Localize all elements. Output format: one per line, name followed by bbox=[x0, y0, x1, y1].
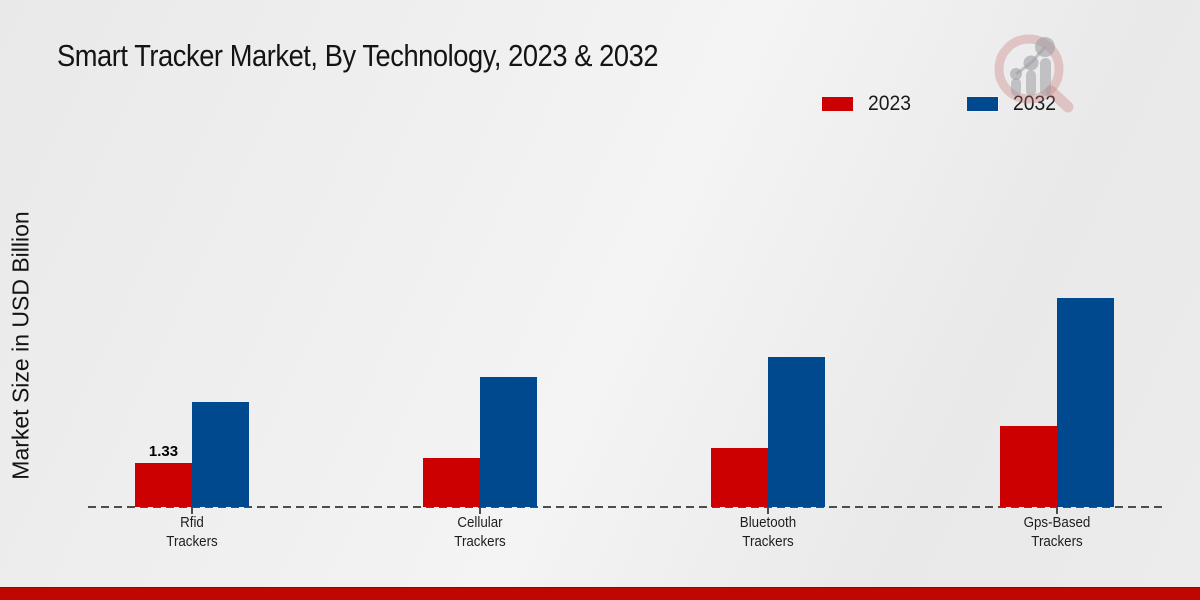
axis-tick-gps-based-trackers bbox=[1056, 507, 1058, 514]
legend: 2023 2032 bbox=[820, 92, 1060, 116]
bar-2023-bluetooth-trackers bbox=[711, 448, 768, 507]
bar-2023-rfid-trackers bbox=[135, 463, 192, 507]
axis-tick-rfid-trackers bbox=[191, 507, 193, 514]
bottom-accent-strip bbox=[0, 587, 1200, 600]
magnifier-growth-chart-icon bbox=[994, 34, 1074, 113]
legend-swatch-2032 bbox=[966, 96, 1000, 112]
category-label-bluetooth-trackers: Bluetooth Trackers bbox=[739, 515, 797, 550]
category-label-rfid-trackers: Rfid Trackers bbox=[166, 515, 218, 550]
axis-tick-cellular-trackers bbox=[479, 507, 481, 514]
bar-2023-cellular-trackers bbox=[423, 458, 480, 507]
bar-2032-cellular-trackers bbox=[480, 377, 537, 507]
bar-2032-rfid-trackers bbox=[192, 402, 249, 507]
legend-item-2023: 2023 bbox=[820, 92, 915, 116]
y-axis-label: Market Size in USD Billion bbox=[7, 211, 34, 480]
axis-tick-bluetooth-trackers bbox=[767, 507, 769, 514]
bar-2032-bluetooth-trackers bbox=[768, 357, 825, 507]
data-label-2023-rfid-trackers: 1.33 bbox=[148, 443, 179, 460]
chart-title: Smart Tracker Market, By Technology, 202… bbox=[57, 38, 659, 73]
category-label-gps-based-trackers: Gps-Based Trackers bbox=[1023, 515, 1091, 550]
category-label-cellular-trackers: Cellular Trackers bbox=[454, 515, 506, 550]
bar-2023-gps-based-trackers bbox=[1000, 426, 1057, 507]
legend-label-2032: 2032 bbox=[1013, 92, 1057, 115]
legend-swatch-2023 bbox=[820, 96, 854, 112]
legend-item-2032: 2032 bbox=[966, 92, 1060, 116]
bar-2032-gps-based-trackers bbox=[1057, 298, 1114, 507]
x-axis-baseline bbox=[88, 506, 1164, 508]
legend-label-2023: 2023 bbox=[867, 92, 911, 115]
